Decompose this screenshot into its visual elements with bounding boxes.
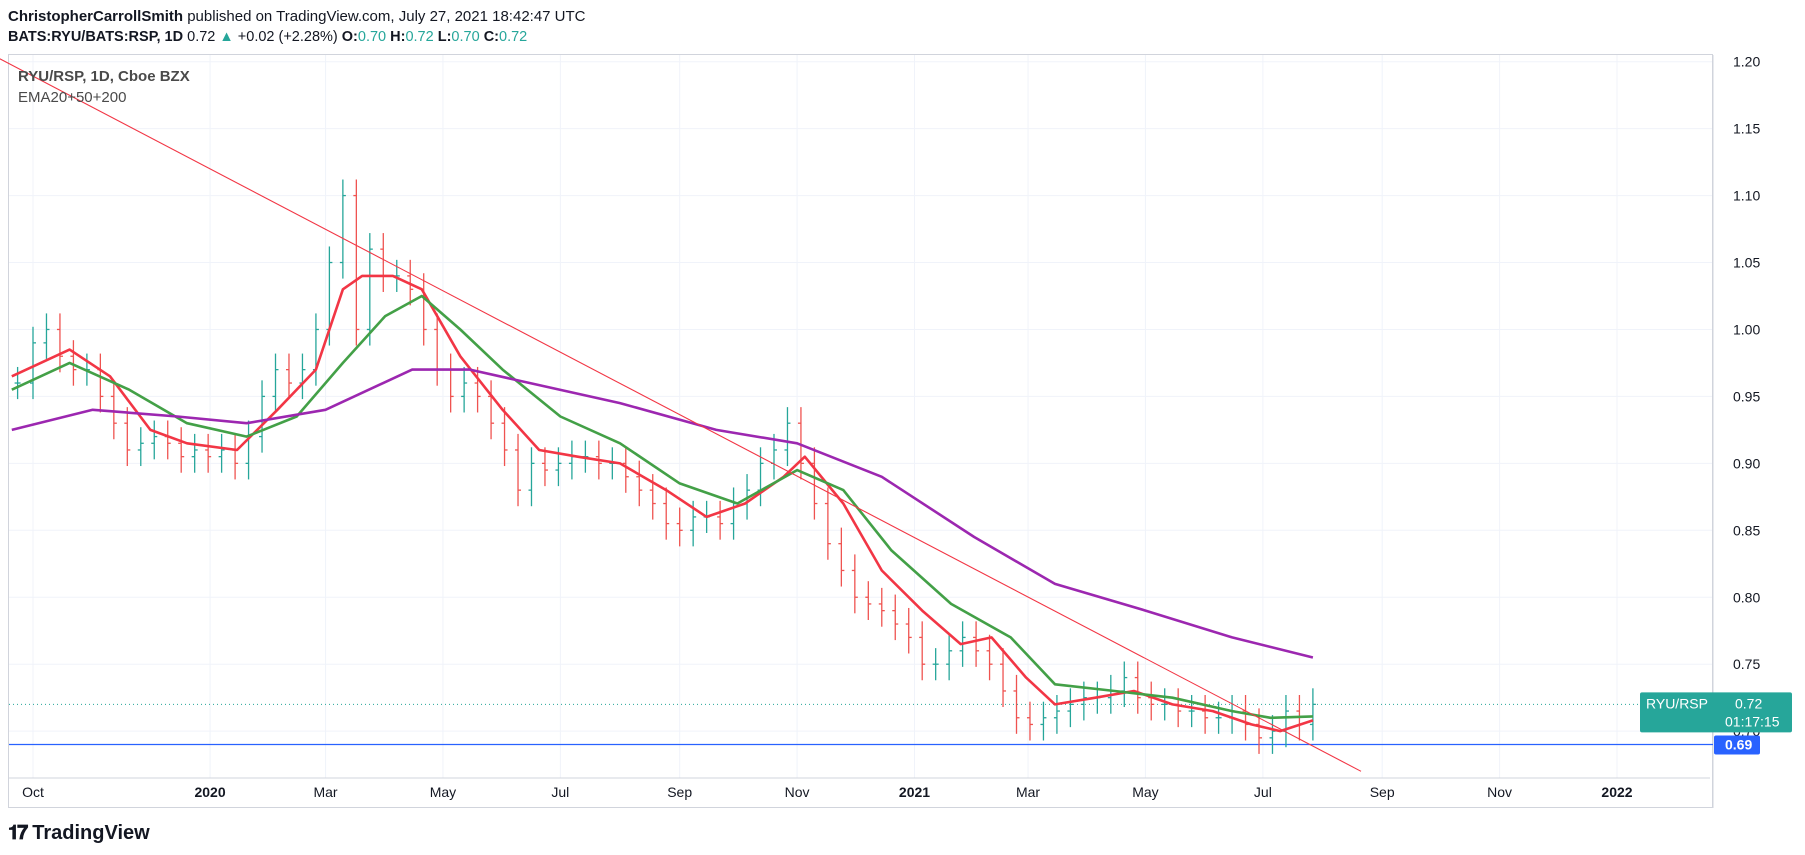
open-value: 0.70 (357, 29, 387, 45)
x-tick-label: Sep (667, 784, 692, 800)
y-tick-label: 0.95 (1733, 388, 1760, 404)
low-label: L: (437, 29, 452, 45)
y-tick-label: 1.00 (1733, 321, 1760, 337)
y-tick-label: 0.90 (1733, 455, 1760, 471)
close-label: C: (483, 29, 499, 45)
chart-header: ChristopherCarrollSmith published on Tra… (8, 6, 586, 48)
chart-legend: RYU/RSP, 1D, Cboe BZX EMA20+50+200 (18, 66, 190, 108)
up-arrow-icon: ▲ (219, 29, 234, 45)
x-tick-label: Jul (1254, 784, 1272, 800)
tradingview-logo[interactable]: 𝟏𝟕 TradingView (8, 818, 150, 848)
symbol-line: BATS:RYU/BATS:RSP, 1D (8, 29, 184, 45)
y-tick-label: 0.85 (1733, 522, 1760, 538)
x-tick-label: May (430, 784, 456, 800)
price-tag-name: RYU/RSP (1646, 695, 1708, 711)
x-tick-label: Mar (1016, 784, 1040, 800)
ema-line-ema200 (11, 368, 1314, 659)
publish-info: published on TradingView.com, July 27, 2… (187, 8, 586, 25)
author-name[interactable]: ChristopherCarrollSmith (8, 8, 184, 25)
y-tick-label: 1.10 (1733, 188, 1760, 204)
open-label: O: (341, 29, 358, 45)
resistance-trendline (0, 58, 1362, 772)
y-tick-label: 1.15 (1733, 121, 1760, 137)
legend-title[interactable]: RYU/RSP, 1D, Cboe BZX (18, 68, 190, 85)
x-tick-label: 2020 (194, 784, 225, 800)
x-tick-label: Nov (1487, 784, 1512, 800)
ema-line-ema20 (11, 274, 1314, 733)
y-tick-label: 0.75 (1733, 656, 1760, 672)
x-tick-label: Nov (785, 784, 810, 800)
level-tag-box (1714, 735, 1760, 755)
last-price: 0.72 (187, 29, 216, 45)
level-tag-value: 0.69 (1725, 737, 1752, 753)
price-tag-box (1640, 692, 1792, 733)
x-tick-label: Jul (551, 784, 569, 800)
tradingview-logo-icon: 𝟏𝟕 (8, 821, 28, 844)
high-label: H: (390, 29, 406, 45)
y-tick-label: 1.05 (1733, 255, 1760, 271)
x-tick-label: Oct (22, 784, 44, 800)
x-tick-label: May (1132, 784, 1158, 800)
close-value: 0.72 (499, 29, 528, 45)
tradingview-brand: TradingView (32, 821, 150, 844)
price-tag-countdown: 01:17:15 (1725, 713, 1780, 729)
y-tick-label: 1.20 (1733, 54, 1760, 70)
x-tick-label: Sep (1370, 784, 1395, 800)
symbol-ohlc-line: BATS:RYU/BATS:RSP, 1D 0.72 ▲ +0.02 (+2.2… (8, 27, 586, 48)
x-tick-label: 2022 (1601, 784, 1632, 800)
publish-line: ChristopherCarrollSmith published on Tra… (8, 6, 586, 27)
x-tick-label: 2021 (899, 784, 930, 800)
low-value: 0.70 (451, 29, 480, 45)
x-tick-label: Mar (313, 784, 337, 800)
legend-indicator[interactable]: EMA20+50+200 (18, 89, 127, 106)
y-tick-label: 0.80 (1733, 589, 1760, 605)
high-value: 0.72 (405, 29, 434, 45)
price-tag-value: 0.72 (1735, 695, 1762, 711)
price-change: +0.02 (+2.28%) (237, 29, 338, 45)
ema-line-ema50 (11, 294, 1313, 720)
